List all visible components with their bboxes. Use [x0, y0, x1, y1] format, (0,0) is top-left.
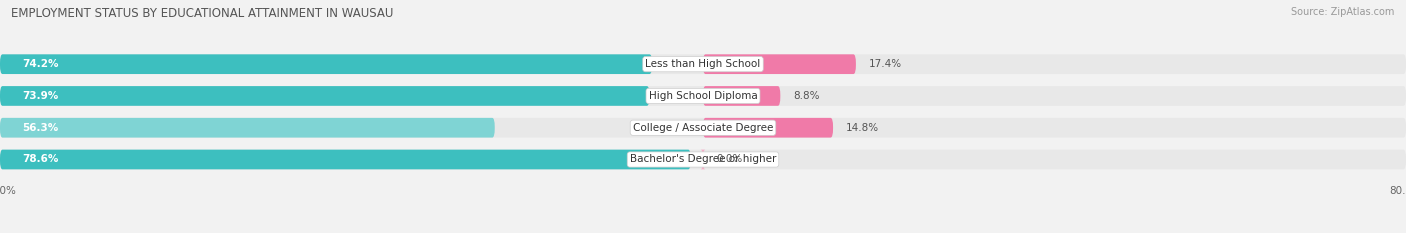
- Text: High School Diploma: High School Diploma: [648, 91, 758, 101]
- FancyBboxPatch shape: [703, 118, 832, 137]
- FancyBboxPatch shape: [0, 150, 690, 169]
- Text: Less than High School: Less than High School: [645, 59, 761, 69]
- FancyBboxPatch shape: [703, 86, 780, 106]
- Text: Source: ZipAtlas.com: Source: ZipAtlas.com: [1291, 7, 1395, 17]
- Text: Bachelor's Degree or higher: Bachelor's Degree or higher: [630, 154, 776, 164]
- Text: EMPLOYMENT STATUS BY EDUCATIONAL ATTAINMENT IN WAUSAU: EMPLOYMENT STATUS BY EDUCATIONAL ATTAINM…: [11, 7, 394, 20]
- Text: 73.9%: 73.9%: [22, 91, 58, 101]
- FancyBboxPatch shape: [700, 150, 706, 169]
- FancyBboxPatch shape: [0, 118, 1406, 137]
- Text: 8.8%: 8.8%: [793, 91, 820, 101]
- FancyBboxPatch shape: [0, 54, 1406, 74]
- Text: 74.2%: 74.2%: [22, 59, 59, 69]
- FancyBboxPatch shape: [0, 86, 650, 106]
- FancyBboxPatch shape: [0, 54, 652, 74]
- FancyBboxPatch shape: [0, 150, 1406, 169]
- Text: 14.8%: 14.8%: [846, 123, 879, 133]
- Text: 56.3%: 56.3%: [22, 123, 58, 133]
- Text: 17.4%: 17.4%: [869, 59, 903, 69]
- Text: College / Associate Degree: College / Associate Degree: [633, 123, 773, 133]
- FancyBboxPatch shape: [0, 86, 1406, 106]
- Text: 0.0%: 0.0%: [716, 154, 742, 164]
- FancyBboxPatch shape: [703, 54, 856, 74]
- FancyBboxPatch shape: [0, 118, 495, 137]
- Text: 78.6%: 78.6%: [22, 154, 58, 164]
